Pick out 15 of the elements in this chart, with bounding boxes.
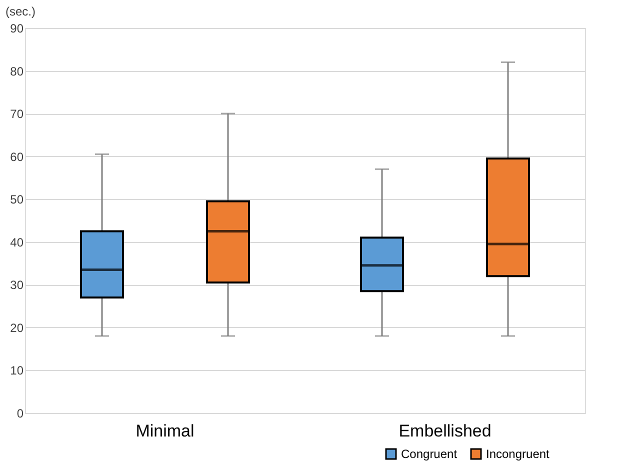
y-tick-label: 10 [10, 364, 24, 378]
y-tick-label: 30 [10, 278, 24, 292]
x-tick-label: Embellished [398, 422, 492, 440]
y-tick-label: 70 [10, 107, 24, 122]
y-axis-title: (sec.) [6, 4, 36, 18]
legend-label: Congruent [401, 447, 458, 461]
y-tick-label: 90 [10, 22, 24, 36]
y-tick-label: 0 [16, 406, 24, 420]
y-tick-label: 40 [10, 235, 24, 250]
legend-label: Incongruent [486, 447, 550, 461]
x-tick-label: Minimal [136, 422, 194, 440]
y-tick-label: 50 [10, 192, 24, 207]
y-tick-label: 60 [10, 150, 24, 164]
y-tick-label: 80 [10, 64, 24, 78]
y-tick-label: 20 [10, 320, 24, 335]
